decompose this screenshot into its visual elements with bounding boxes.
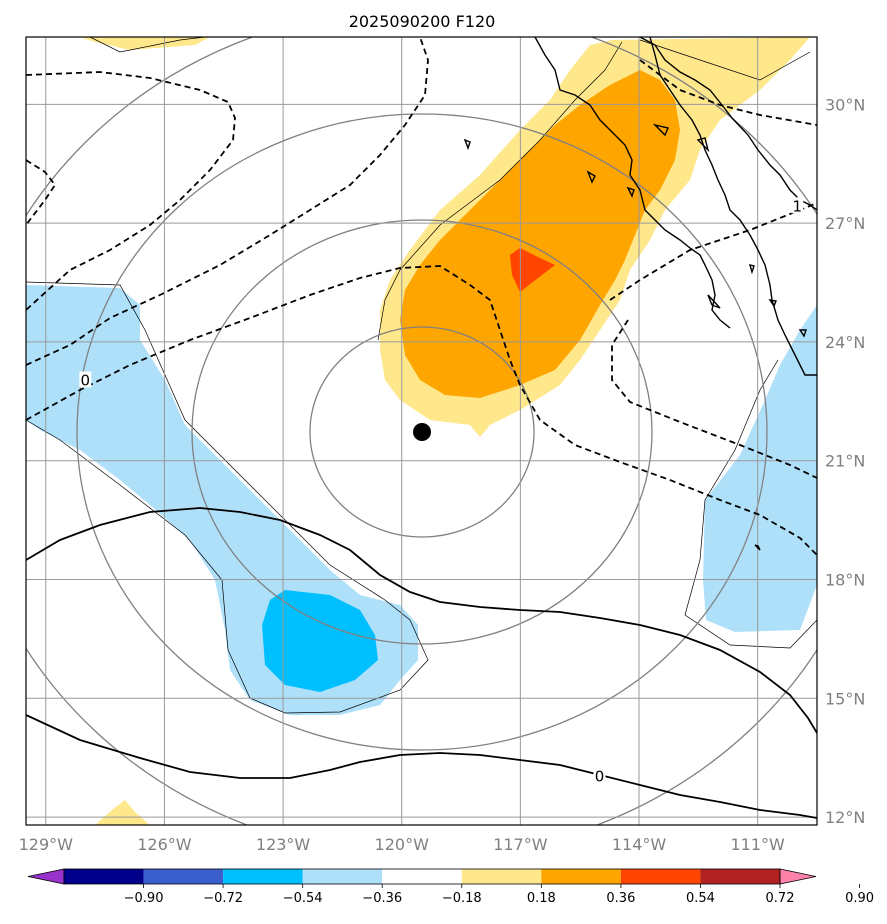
colorbar-tick-label: −0.90 [124,891,164,906]
contour-label: 0 [81,372,91,390]
colorbar-tick-label: −0.36 [362,891,402,906]
range-ring-3 [76,113,768,751]
colorbar-frame [63,868,781,885]
colorbar-tick-label: 0.72 [766,891,795,906]
zero-contour-middle [26,507,817,734]
lat-tick-label: 27°N [825,214,865,233]
colorbar: −0.90 −0.72 −0.54 −0.36 −0.18 0.18 0.36 0.54 0.7… [27,868,874,906]
colorbar-extend-high [779,868,817,885]
colorbar-tick-label: 0.54 [686,891,715,906]
figure-title: 2025090200 F120 [349,12,496,31]
colorbar-segment [302,869,383,884]
red-orange-shading [510,248,555,292]
contour-label-bg [79,371,92,388]
lon-tick-label: 123°W [256,835,311,854]
blue-shading-west [262,590,378,692]
lon-tick-label: 126°W [137,835,192,854]
mainland-coast [639,37,817,211]
storm-center-marker [413,423,431,441]
coastline [463,37,817,551]
contour-label-bg [593,767,606,784]
dashed-contours [26,37,817,556]
colorbar-segment [700,869,780,884]
solid-contours [26,507,817,819]
colorbar-tick-label: −0.54 [283,891,323,906]
map-frame [25,36,818,826]
colorbar-segment [620,869,701,884]
lat-tick-label: 18°N [825,570,865,589]
latitude-labels: 30°N 27°N 24°N 21°N 18°N 15°N 12°N [825,95,865,827]
negative-anomaly-fill [26,285,817,715]
colorbar-segment [382,869,462,884]
colorbar-extend-low [27,868,65,885]
colorbar-tick-label: 0.18 [527,891,556,906]
colorbar-segment [461,869,542,884]
gridlines [26,37,817,825]
colorbar-segment [143,869,224,884]
colorbar-tick-label: −0.18 [442,891,482,906]
light-yellow-shading-bottom [95,800,150,825]
colorbar-tick-label: 0.36 [606,891,635,906]
range-ring-1 [309,326,535,538]
lon-tick-label: 114°W [612,835,667,854]
contour-label-bg [791,197,804,214]
colorbar-segment [541,869,621,884]
lat-tick-label: 30°N [825,95,865,114]
baja-west-coast [534,37,731,329]
lon-tick-label: 111°W [730,835,785,854]
lat-tick-label: 12°N [825,808,865,827]
thin-outline-contours [26,37,817,714]
colorbar-segment [64,869,144,884]
lon-tick-label: 120°W [375,835,430,854]
range-ring-2 [191,219,653,645]
positive-anomaly-fill [80,37,810,825]
colorbar-tick-label: −0.72 [203,891,243,906]
light-blue-shading-east [703,305,817,632]
zero-contour-south [26,714,817,819]
orange-shading [400,70,680,398]
lat-tick-label: 24°N [825,333,865,352]
contour-label: 0 [595,767,605,785]
longitude-labels: 129°W 126°W 123°W 120°W 117°W 114°W 111°W [19,835,785,854]
islands [463,123,807,551]
range-rings [26,37,817,825]
baja-east-coast [649,37,817,376]
colorbar-segment [223,869,303,884]
lat-tick-label: 21°N [825,452,865,471]
contour-label: 1 [792,197,802,215]
lon-tick-label: 129°W [19,835,74,854]
lat-tick-label: 15°N [825,689,865,708]
contour-labels: 0 1 0 [79,197,804,785]
map-panel: 0 1 0 [26,37,817,825]
lon-tick-label: 117°W [493,835,548,854]
colorbar-tick-label: 0.90 [845,891,874,906]
